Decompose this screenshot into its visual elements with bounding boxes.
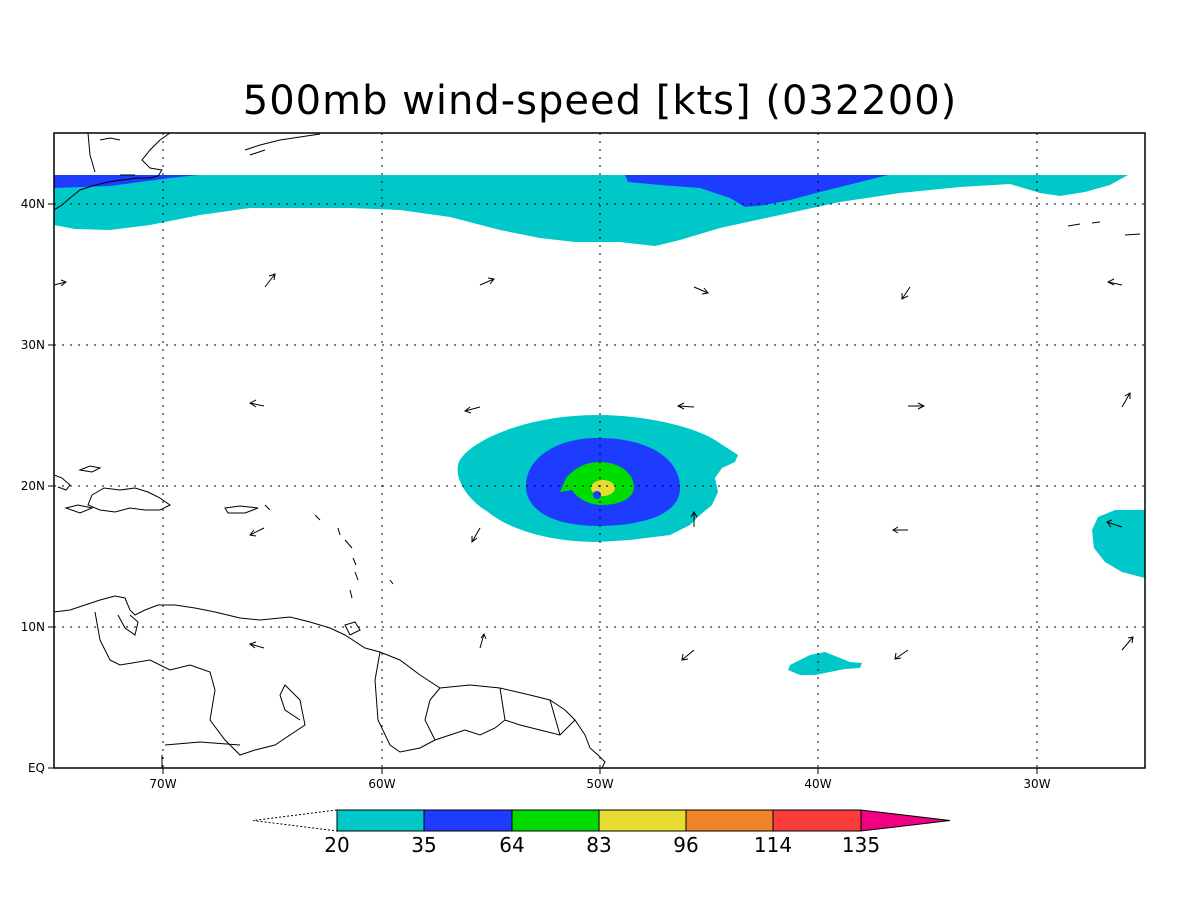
jamaica-coast [64, 504, 94, 514]
wind-arrow [901, 286, 911, 300]
y-tick-label: EQ [28, 761, 45, 775]
colorbar-segment-6 [772, 809, 862, 832]
puerto-rico-coast [224, 505, 259, 514]
wind-arrow [249, 399, 265, 408]
x-tick-label: 30W [1023, 777, 1050, 791]
y-tick-label: 10N [21, 620, 45, 634]
wind-arrow [1121, 636, 1134, 651]
wind-arrow [690, 511, 698, 527]
colorbar-label: 83 [586, 833, 611, 857]
lake-maracaibo [117, 614, 139, 636]
wind-arrow [479, 277, 495, 286]
x-tick-label: 70W [149, 777, 176, 791]
trinidad-coast [344, 621, 361, 636]
colorbar-label: 135 [842, 833, 880, 857]
colorbar-high-extension [860, 809, 951, 832]
south-america-borders [94, 611, 576, 768]
east-20kt-patch [1092, 510, 1145, 578]
jet-20kt-band [54, 175, 1128, 246]
colorbar-segment-3 [511, 809, 600, 832]
y-tick-labels: EQ 10N 20N 30N 40N [21, 197, 45, 775]
wind-arrow [54, 279, 67, 287]
colorbar: 20 35 64 83 96 114 135 [252, 809, 951, 857]
jet-35kt-band-east [625, 175, 888, 207]
north-america-coast [54, 133, 171, 211]
wind-vectors [54, 273, 1134, 661]
x-tick-label: 40W [804, 777, 831, 791]
colorbar-segment-1 [336, 809, 425, 832]
lesser-antilles [264, 504, 394, 599]
southeast-20kt-patch [788, 652, 862, 675]
wind-shading [54, 175, 1145, 675]
wind-arrow [479, 632, 487, 649]
wind-arrow [264, 273, 276, 288]
colorbar-label: 64 [499, 833, 524, 857]
wind-arrow [463, 406, 481, 414]
hispaniola-coast [87, 487, 171, 513]
wind-arrow [681, 649, 695, 661]
y-tick-label: 40N [21, 197, 45, 211]
wind-arrow [471, 527, 481, 544]
map-title: 500mb wind-speed [kts] (032200) [242, 78, 958, 124]
colorbar-low-extension [252, 809, 338, 832]
tick-marks [48, 203, 1038, 774]
x-tick-labels: 70W 60W 50W 40W 30W [149, 777, 1050, 791]
inland-borders-north [87, 133, 135, 176]
coastlines [54, 133, 1141, 768]
atlantic-islands [1067, 221, 1141, 236]
storm-eye [593, 491, 601, 499]
colorbar-label: 96 [673, 833, 698, 857]
wind-arrow [892, 526, 908, 534]
wind-arrow [676, 402, 695, 410]
colorbar-label: 114 [754, 833, 792, 857]
colorbar-segment-2 [423, 809, 513, 832]
colorbar-segment-4 [598, 809, 687, 832]
colorbar-segment-5 [685, 809, 774, 832]
y-tick-label: 30N [21, 338, 45, 352]
wind-arrow [1121, 392, 1131, 408]
nova-scotia-coast [244, 133, 321, 156]
jet-35kt-band-west [54, 175, 198, 188]
y-tick-label: 20N [21, 479, 45, 493]
wind-arrow [908, 402, 926, 410]
grid-lines [54, 133, 1145, 768]
wind-arrow [1106, 278, 1123, 286]
wind-arrow [693, 286, 709, 295]
colorbar-label: 20 [324, 833, 349, 857]
x-tick-label: 60W [368, 777, 395, 791]
wind-arrow [248, 641, 265, 649]
cuba-coast [54, 465, 102, 491]
wind-arrow [894, 649, 909, 660]
x-tick-label: 50W [586, 777, 613, 791]
wind-arrow [249, 527, 265, 537]
south-america-coast [54, 595, 606, 768]
plot-area [54, 133, 1145, 768]
wind-arrow [1106, 519, 1123, 528]
colorbar-label: 35 [411, 833, 436, 857]
